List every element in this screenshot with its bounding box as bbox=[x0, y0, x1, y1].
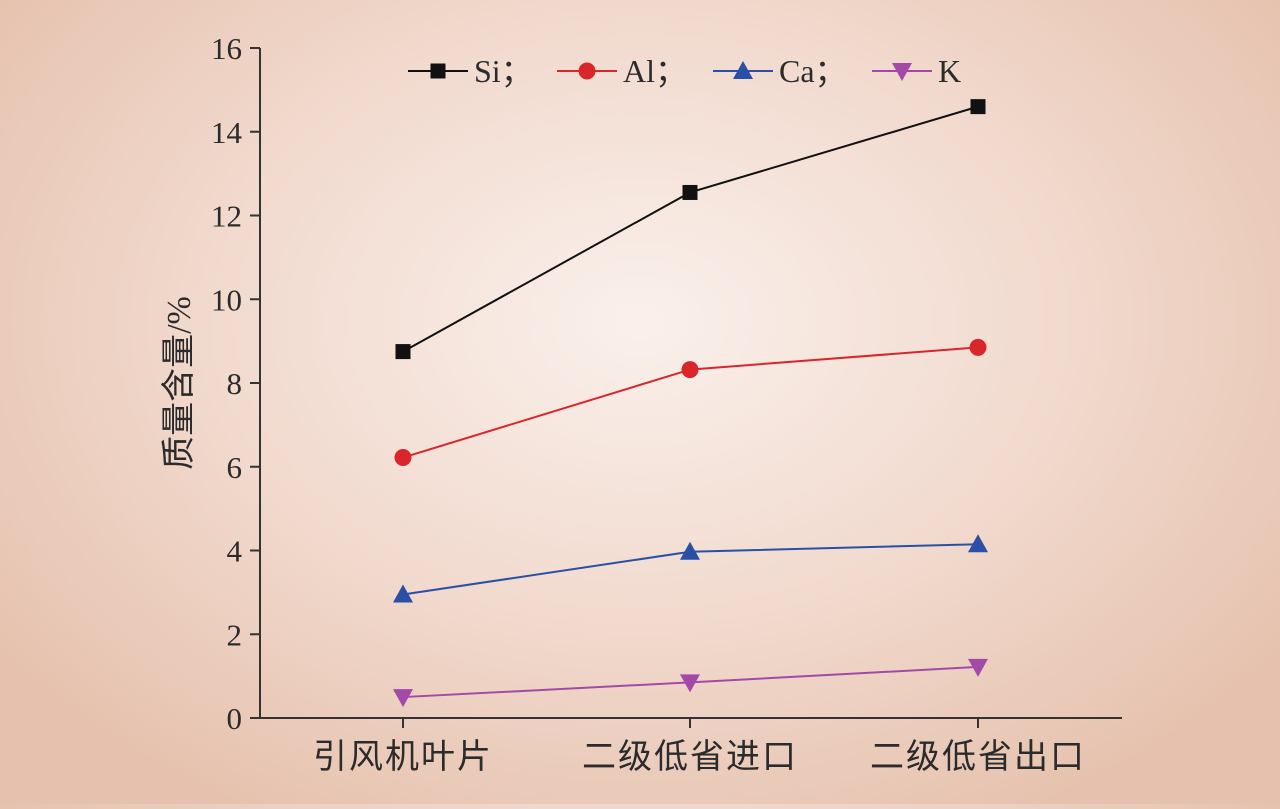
y-tick-label: 8 bbox=[227, 366, 243, 401]
data-point-al bbox=[681, 361, 699, 379]
series-ca bbox=[393, 534, 988, 603]
x-axis-ticks: 引风机叶片 二级低省进口 二级低省出口 bbox=[313, 718, 1086, 776]
data-point-ca bbox=[968, 534, 988, 553]
data-point-al bbox=[969, 338, 987, 356]
legend-marker-ca bbox=[733, 61, 753, 79]
y-tick-label: 14 bbox=[211, 115, 243, 150]
legend-marker-k bbox=[892, 63, 912, 81]
legend-marker-si bbox=[430, 63, 446, 79]
legend-item-si: Si； bbox=[408, 53, 533, 89]
series-al bbox=[394, 338, 987, 467]
data-point-ca bbox=[393, 584, 413, 603]
y-tick-label: 4 bbox=[227, 534, 243, 569]
data-point-k bbox=[968, 658, 988, 677]
data-point-k bbox=[680, 674, 700, 693]
legend-label-si: Si； bbox=[474, 53, 533, 89]
data-point-si bbox=[970, 99, 986, 115]
legend-item-ca: Ca； bbox=[713, 53, 847, 89]
legend-item-k: K bbox=[872, 53, 961, 89]
legend-marker-al bbox=[578, 62, 596, 80]
x-category-label: 二级低省进口 bbox=[582, 738, 798, 776]
y-tick-label: 0 bbox=[227, 701, 243, 736]
y-tick-label: 6 bbox=[227, 450, 243, 485]
y-tick-label: 10 bbox=[211, 282, 242, 317]
series-layer bbox=[393, 99, 988, 708]
data-point-si bbox=[395, 344, 411, 360]
data-point-ca bbox=[680, 541, 700, 560]
y-axis-ticks: 0 2 4 6 8 10 12 14 16 bbox=[211, 31, 260, 736]
x-category-label: 引风机叶片 bbox=[313, 738, 493, 776]
series-line-si bbox=[402, 105, 979, 353]
data-point-si bbox=[682, 184, 698, 200]
data-point-al bbox=[394, 449, 412, 467]
y-tick-label: 12 bbox=[211, 199, 242, 234]
series-si bbox=[395, 99, 986, 360]
legend-label-al: Al； bbox=[623, 53, 687, 89]
legend-label-k: K bbox=[938, 53, 961, 89]
axes bbox=[259, 48, 1122, 719]
series-k bbox=[393, 658, 988, 708]
legend: Si； Al； Ca； K bbox=[408, 53, 961, 89]
y-axis-label: 质量含量/% bbox=[160, 296, 198, 470]
legend-item-al: Al； bbox=[557, 53, 687, 89]
y-tick-label: 16 bbox=[211, 31, 242, 66]
data-point-k bbox=[393, 689, 413, 708]
legend-label-ca: Ca； bbox=[779, 53, 847, 89]
y-tick-label: 2 bbox=[227, 617, 243, 652]
x-category-label: 二级低省出口 bbox=[870, 738, 1086, 776]
